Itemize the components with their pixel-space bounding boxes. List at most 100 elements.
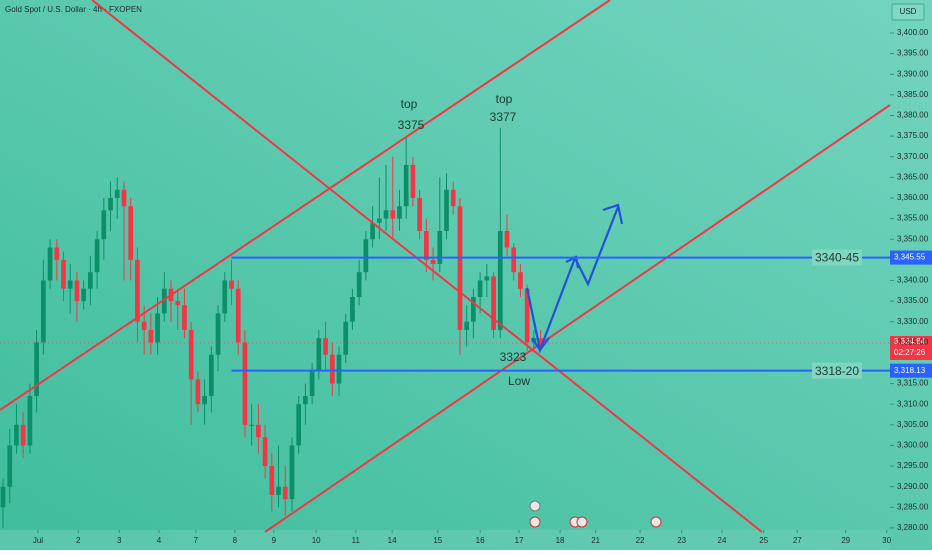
x-tick-label: 24 [718, 536, 727, 545]
candle-body [141, 321, 147, 330]
candle-body [215, 313, 221, 355]
x-tick-label: 7 [194, 536, 199, 545]
annotation: Low [508, 374, 530, 388]
y-tick-label: 3,370.00 [897, 152, 929, 161]
y-tick-label: 3,315.00 [897, 379, 929, 388]
candle-body [484, 276, 490, 281]
overlay: 3340-45 3,345.55 3318-20 3,318.13 3,324.84 02… [0, 249, 932, 379]
zone-label-bg [812, 249, 862, 266]
candle-body [303, 395, 308, 405]
candle-body [309, 371, 315, 396]
zone-label-bg [812, 362, 862, 379]
annotation: 3375 [398, 118, 425, 132]
candle-body [40, 280, 46, 343]
candle-body [457, 206, 463, 330]
candle-body [14, 424, 19, 446]
candle-body [108, 197, 113, 211]
event-icon[interactable] [650, 516, 662, 528]
x-tick-label: 3 [117, 536, 122, 545]
x-tick-label: 22 [636, 536, 645, 545]
x-tick-label: 21 [591, 536, 600, 545]
candle-body [430, 259, 436, 264]
trendline [91, 0, 763, 533]
y-tick-label: 3,305.00 [897, 420, 929, 429]
candle-body [444, 189, 449, 231]
candle-body [524, 288, 530, 343]
y-tick-label: 3,355.00 [897, 214, 929, 223]
candle-body [262, 437, 268, 467]
candle-body [397, 206, 402, 219]
candle-body [323, 338, 328, 355]
event-icon[interactable] [576, 516, 588, 528]
candle-body [518, 272, 523, 289]
y-tick-label: 3,285.00 [897, 502, 929, 511]
x-tick-label: 2 [76, 536, 81, 545]
x-tick-label: 10 [312, 536, 321, 545]
candle-body [343, 321, 349, 355]
zone-label: 3340-45 [815, 251, 859, 265]
candle-body [20, 424, 26, 446]
candle-body [67, 280, 73, 289]
annotation: 3377 [490, 110, 517, 124]
candle-body [208, 354, 214, 396]
y-tick-label: 3,375.00 [897, 131, 929, 140]
arrow-head [602, 203, 624, 225]
candle-body [202, 395, 207, 405]
candle-body [229, 280, 234, 289]
candle-body [350, 296, 355, 322]
event-icon[interactable] [529, 500, 541, 512]
candle-body [7, 445, 13, 487]
event-icons [529, 500, 662, 528]
candle-body [47, 247, 53, 281]
x-tick-label: 18 [556, 536, 565, 545]
x-tick-label: 11 [352, 536, 361, 545]
y-tick-label: 3,310.00 [897, 399, 929, 408]
price-label: 3,318.13 [894, 366, 926, 375]
x-tick-label: 17 [515, 536, 524, 545]
x-tick-label: 29 [841, 536, 850, 545]
candle-body [437, 230, 443, 264]
candle-body [276, 486, 281, 495]
candle-body [376, 218, 382, 223]
candle-body [161, 288, 167, 314]
candle-body [329, 354, 335, 384]
candle-body [269, 466, 275, 495]
candle-body [101, 210, 107, 240]
candle-body [61, 259, 66, 289]
candle-body [491, 276, 496, 330]
candle-body [222, 280, 228, 314]
candle-body [114, 189, 120, 198]
y-tick-label: 3,340.00 [897, 276, 929, 285]
candle-body [54, 247, 60, 260]
candle-body [424, 230, 429, 260]
y-tick-label: 3,335.00 [897, 296, 929, 305]
countdown: 02:27:26 [894, 348, 926, 357]
candle-body [390, 210, 396, 219]
candle-body [504, 230, 510, 248]
y-tick-label: 3,280.00 [897, 523, 929, 532]
x-tick-label: 4 [157, 536, 162, 545]
candle-body [182, 305, 187, 330]
y-tick-label: 3,395.00 [897, 49, 929, 58]
y-tick-label: 3,290.00 [897, 482, 929, 491]
currency: USD [900, 7, 917, 16]
candle-body [34, 342, 39, 396]
candle-body [81, 288, 87, 302]
candle-body [175, 301, 181, 306]
candle-body [188, 329, 194, 380]
last-price-bg [890, 335, 932, 360]
candle-body [316, 338, 322, 372]
currency-box[interactable] [891, 3, 925, 21]
y-tick-label: 3,385.00 [897, 90, 929, 99]
candle-body [148, 329, 154, 343]
event-icon[interactable] [529, 516, 541, 528]
candle-body [235, 288, 241, 343]
annotation: top [401, 97, 418, 111]
candle-body [471, 296, 476, 322]
candle-body [135, 259, 140, 322]
candle-body [403, 164, 409, 207]
candle-body [256, 424, 261, 438]
candle-body [27, 395, 33, 446]
